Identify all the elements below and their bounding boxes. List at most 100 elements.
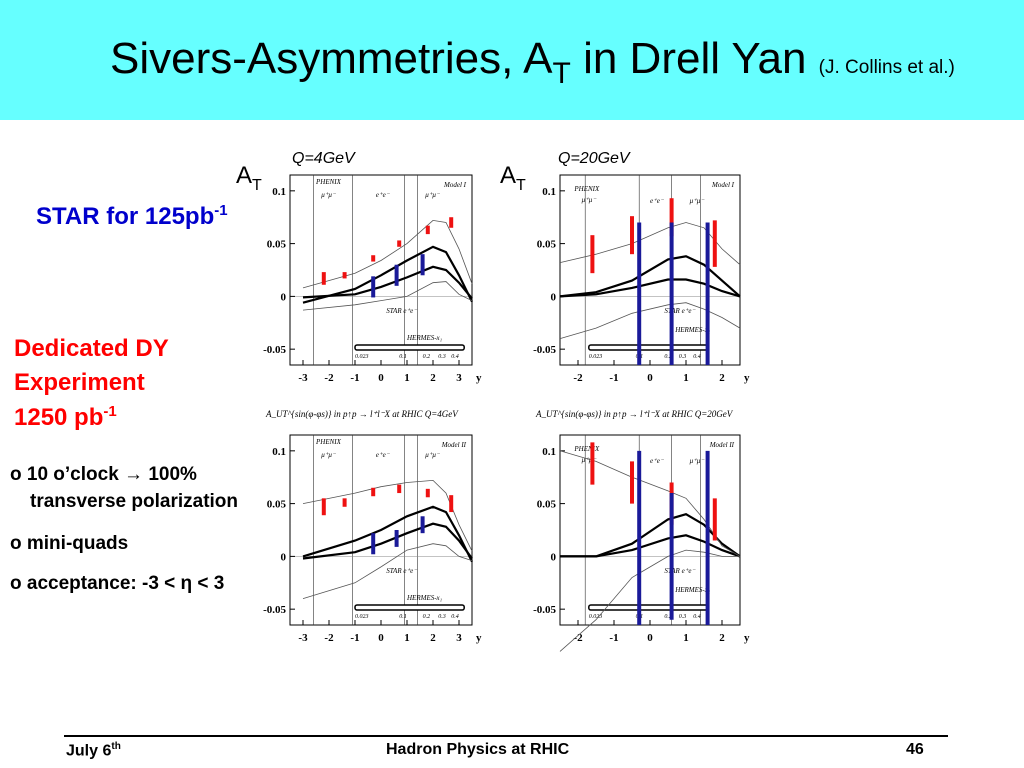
panel2-region-label: PHENIX xyxy=(573,185,600,193)
panel3-hermes-tick: 0.023 xyxy=(355,614,369,620)
panel1-model-label: Model I xyxy=(443,181,467,189)
panel3-hermes-tick: 0.4 xyxy=(451,613,459,620)
panel4-xtick-label: -1 xyxy=(609,632,618,644)
panel3-model-label: Model II xyxy=(441,441,467,449)
panel2-ytick-label: 0.1 xyxy=(542,186,556,198)
q-label-left: Q=4GeV xyxy=(292,150,355,167)
title-main: Sivers-Asymmetries, A xyxy=(110,34,553,83)
panel1-xlabel: y xyxy=(476,372,482,384)
panel4-hermes-tick: 0.2 xyxy=(664,614,672,620)
panel1-hermes-tick: 0.1 xyxy=(399,354,407,360)
panel2-ytick-label: 0.05 xyxy=(537,239,557,251)
panel3-xtick-label: 3 xyxy=(456,632,462,644)
panel3-xtick-label: -2 xyxy=(324,632,334,644)
at-label-left: AT xyxy=(236,162,262,195)
panel1-hermes-tick: 0.3 xyxy=(438,354,446,360)
bullet-polarization-cont: transverse polarization xyxy=(30,491,239,512)
panel2-xtick-label: 2 xyxy=(719,372,725,384)
panel2-curve xyxy=(559,302,741,339)
panel1-region-label: μ⁺μ⁻ xyxy=(425,191,441,199)
footer-date-text: July 6 xyxy=(66,742,112,760)
panel4-region-label: HERMES-x₁ xyxy=(674,586,710,594)
panel3-region-label: HERMES-x₁ xyxy=(406,594,442,602)
panel1-xtick-label: -1 xyxy=(350,372,359,384)
panel1-hermes-tick: 0.2 xyxy=(423,354,431,360)
panel3-curve xyxy=(302,479,473,552)
panel4-heading: A_UT^{sin(φ-φs)} in p↑p → l⁺l⁻X at RHIC … xyxy=(535,409,734,419)
dy-lumi-sup: -1 xyxy=(103,403,117,420)
panel2-region-label: HERMES-x₁ xyxy=(674,326,710,334)
panel4-xtick-label: -2 xyxy=(573,632,583,644)
bullet-mini-quads: o mini-quads xyxy=(10,533,129,554)
panel1-ytick-label: -0.05 xyxy=(263,344,286,356)
panel3-hermes-axis xyxy=(354,604,465,611)
q-label-right: Q=20GeV xyxy=(558,150,630,167)
dy-luminosity: 1250 pb-1 xyxy=(14,403,117,432)
panel3-xlabel: y xyxy=(476,632,482,644)
panel3-ytick-label: 0.05 xyxy=(267,499,287,511)
title-bar xyxy=(0,0,1024,120)
panel1-region-label: PHENIX xyxy=(315,178,342,186)
panel3-hermes-tick: 0.2 xyxy=(423,614,431,620)
panel1-curve xyxy=(302,281,473,311)
panel3-ytick-label: 0.1 xyxy=(272,446,286,458)
panel4-curve xyxy=(560,534,741,558)
panel2-region-label: e⁺e⁻ xyxy=(650,197,665,205)
at-left-main: A xyxy=(236,162,253,189)
panel1-region-label: μ⁺μ⁻ xyxy=(321,191,337,199)
panel1-xtick-label: -3 xyxy=(298,372,308,384)
dy-line1: Dedicated DY xyxy=(14,335,169,362)
panel3-ytick-label: 0 xyxy=(281,551,287,563)
panel3-hermes-tick: 0.3 xyxy=(438,614,446,620)
star-label-text: STAR for 125pb xyxy=(36,203,215,230)
panel3-xtick-label: -1 xyxy=(350,632,359,644)
panel2-ytick-label: 0 xyxy=(551,291,557,303)
panel2-region-label: STAR e⁺e⁻ xyxy=(664,307,696,315)
panel1-region-label: HERMES-x₁ xyxy=(406,334,442,342)
panel4-xtick-label: 1 xyxy=(683,632,689,644)
panel3-region-label: e⁺e⁻ xyxy=(376,451,391,459)
panel2-xtick-label: 1 xyxy=(683,372,689,384)
title-subscript: T xyxy=(552,57,571,90)
panel1-ytick-label: 0.1 xyxy=(272,186,286,198)
at-right-sub: T xyxy=(516,177,526,194)
panel3-hermes-tick: 0.1 xyxy=(399,614,407,620)
star-label-sup: -1 xyxy=(214,202,228,219)
panel2-region-label: μ⁺μ⁻ xyxy=(690,197,706,205)
panel2-curve xyxy=(559,255,741,298)
panel4-ytick-label: -0.05 xyxy=(533,604,556,616)
panel4-curve xyxy=(559,450,741,557)
title-reference: (J. Collins et al.) xyxy=(818,57,955,78)
panel4-hermes-tick: 0.023 xyxy=(589,614,603,620)
panel1-xtick-label: 3 xyxy=(456,372,462,384)
panel4-ytick-label: 0.05 xyxy=(537,499,557,511)
panel3-curve xyxy=(302,522,473,560)
panel4-xlabel: y xyxy=(744,632,750,644)
panel4-hermes-tick: 0.4 xyxy=(693,613,701,620)
panel2-xlabel: y xyxy=(744,372,750,384)
panel3-curve xyxy=(302,543,473,599)
panel2-curve xyxy=(559,222,741,266)
panel4-region-label: μ⁺μ⁻ xyxy=(690,457,706,465)
panel1-curve xyxy=(302,245,473,304)
panel4-hermes-tick: 0.3 xyxy=(679,614,687,620)
panel4-xtick-label: 0 xyxy=(647,632,653,644)
panel1-hermes-tick: 0.023 xyxy=(355,354,369,360)
panel2-hermes-tick: 0.023 xyxy=(589,354,603,360)
panel2-xtick-label: -1 xyxy=(609,372,618,384)
panel4-ytick-label: 0.1 xyxy=(542,446,556,458)
panel3-xtick-label: 1 xyxy=(404,632,410,644)
dy-lumi-text: 1250 pb xyxy=(14,404,104,431)
title-tail: in Drell Yan xyxy=(570,34,819,83)
panel2-xtick-label: 0 xyxy=(647,372,653,384)
footer-date-sup: th xyxy=(111,741,121,752)
footer-page-number: 46 xyxy=(906,741,924,758)
panel1-xtick-label: 0 xyxy=(378,372,384,384)
panel1-hermes-tick: 0.4 xyxy=(451,353,459,360)
panel4-xtick-label: 2 xyxy=(719,632,725,644)
panel2-hermes-axis xyxy=(588,344,709,351)
panel1-region-label: e⁺e⁻ xyxy=(376,191,391,199)
panel2-hermes-tick: 0.4 xyxy=(693,353,701,360)
panel3-xtick-label: 0 xyxy=(378,632,384,644)
